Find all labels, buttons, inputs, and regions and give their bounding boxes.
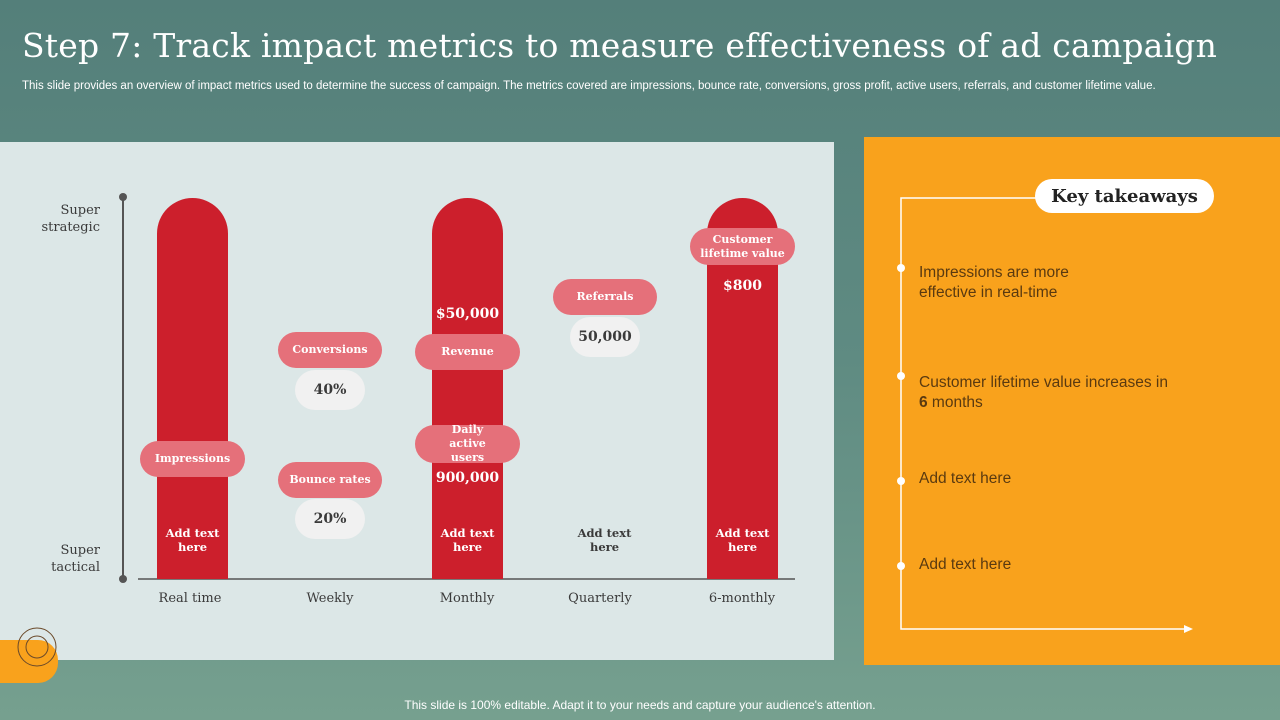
metric-pill-revenue: Revenue: [415, 334, 520, 370]
takeaways-title: Key takeaways: [1035, 179, 1214, 213]
takeaway-item: Customer lifetime value increases in 6 m…: [919, 373, 1179, 413]
value-pill-referrals: 50,000: [570, 317, 640, 357]
metric-pill-referrals: Referrals: [553, 279, 657, 315]
metric-pill-bounce-rates: Bounce rates: [278, 462, 382, 498]
bar-monthly: [432, 198, 503, 579]
x-label: Weekly: [306, 591, 354, 606]
chart-panel: [0, 142, 834, 660]
chart-axes: [119, 193, 795, 583]
x-label: Monthly: [439, 591, 495, 606]
metric-pill-customer-lifetime-value: Customer lifetime value: [690, 228, 795, 265]
footer-note: This slide is 100% editable. Adapt it to…: [404, 698, 876, 712]
takeaways-panel: [864, 137, 1280, 665]
takeaway-bold: 6: [919, 394, 928, 411]
bullet-dot: [897, 264, 905, 272]
x-label: 6-monthly: [708, 591, 776, 606]
bullet-dot: [897, 477, 905, 485]
y-axis-bottom-dot: [119, 575, 127, 583]
bullet-dot: [897, 372, 905, 380]
slide-subtitle: This slide provides an overview of impac…: [22, 80, 1156, 92]
y-axis-top-dot: [119, 193, 127, 201]
y-label-top: Super strategic: [41, 203, 100, 235]
value-revenue: $50,000: [435, 306, 500, 322]
bar-note: Add text here: [715, 526, 770, 554]
y-label-bottom: Super tactical: [51, 543, 100, 575]
value-pill-conversions: 40%: [295, 370, 365, 410]
takeaways-frame: [900, 197, 1193, 633]
x-label: Real time: [158, 591, 222, 606]
takeaway-text: months: [927, 394, 983, 411]
bar-note: Add text here: [577, 526, 632, 554]
bar-note: Add text here: [440, 526, 495, 554]
takeaway-item: Add text here: [919, 470, 1012, 487]
concentric-circles-icon: [17, 627, 57, 667]
x-label: Quarterly: [568, 591, 632, 606]
value-pill-bounce-rates: 20%: [295, 499, 365, 539]
slide-title: Step 7: Track impact metrics to measure …: [22, 26, 1218, 65]
bar-real-time: [157, 198, 228, 579]
metric-pill-impressions: Impressions: [140, 441, 245, 477]
metric-pill-conversions: Conversions: [278, 332, 382, 368]
takeaway-item: Impressions are more effective in real-t…: [919, 264, 1069, 301]
bar-note: Add text here: [165, 526, 220, 554]
value-daily-active-users: 900,000: [435, 470, 500, 486]
bullet-dot: [897, 562, 905, 570]
arrow-head-icon: [1184, 625, 1193, 633]
takeaway-text: Customer lifetime value increases in: [919, 374, 1168, 391]
value-customer-lifetime-value: $800: [723, 278, 762, 294]
metric-pill-daily-active-users: Daily active users: [415, 423, 520, 464]
takeaway-item: Add text here: [919, 556, 1012, 573]
